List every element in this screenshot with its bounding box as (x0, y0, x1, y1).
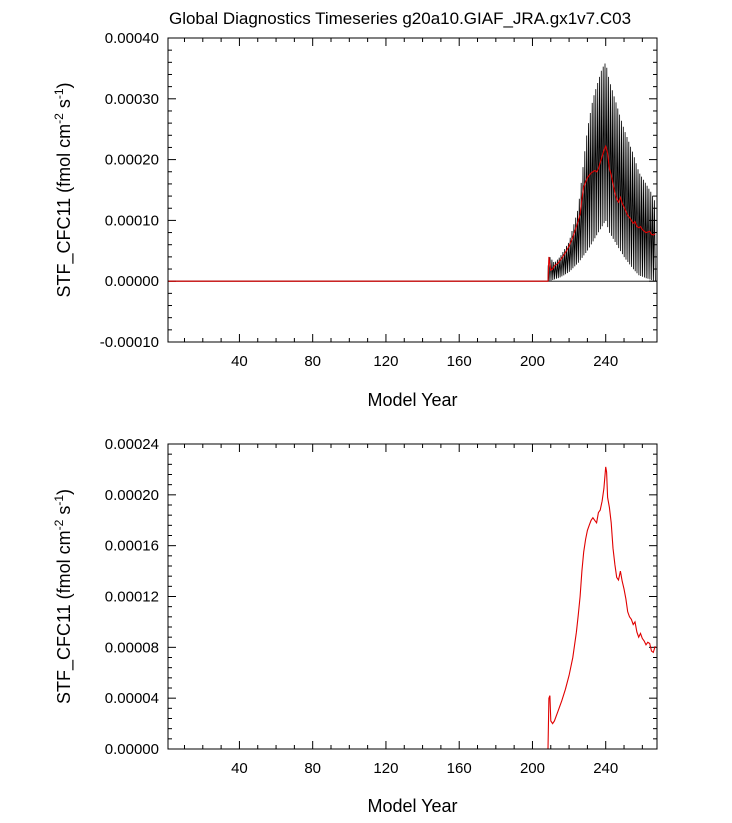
y-tick-label: 0.00012 (105, 589, 159, 606)
y-axis-label-superscript: -2 (52, 519, 66, 530)
plot-frame-overlay (167, 37, 658, 343)
y-tick-label: 0.00030 (105, 91, 159, 108)
y-tick-label: 0.00000 (105, 741, 159, 758)
y-axis-label-superscript: -2 (52, 113, 66, 124)
x-axis-label: Model Year (367, 390, 457, 410)
y-tick-label: 0.00008 (105, 639, 159, 656)
top-panel: 40 80 120 160 200 240 -0.00010 0.00000 0.00010 0.… (52, 30, 658, 410)
y-axis-label-text: s (54, 506, 74, 520)
plot-frame-overlay (167, 443, 658, 750)
y-axis-label-text: STF_CFC11 (fmol cm (54, 530, 75, 704)
y-tick-label: 0.00016 (105, 538, 159, 555)
x-tick-label: 240 (593, 760, 618, 777)
y-axis-label: STF_CFC11 (fmol cm-2 s-1) (52, 82, 75, 297)
y-tick-label: 0.00020 (105, 152, 159, 169)
x-tick-label: 240 (593, 353, 618, 370)
y-axis-label-superscript: -1 (52, 495, 66, 506)
y-axis-label-text: ) (54, 82, 74, 88)
y-tick-label: 0.00010 (105, 212, 159, 229)
y-axis-label-text: s (54, 99, 74, 113)
figure-title: Global Diagnostics Timeseries g20a10.GIA… (169, 9, 631, 28)
x-axis-label: Model Year (367, 796, 457, 816)
x-tick-label: 40 (231, 353, 248, 370)
x-tick-label: 160 (447, 760, 472, 777)
y-axis-label-text: STF_CFC11 (fmol cm (54, 124, 75, 298)
x-tick-label: 40 (231, 760, 248, 777)
series-line-annual-mean (168, 144, 656, 282)
x-tick-label: 80 (304, 353, 321, 370)
x-tick-label: 200 (520, 760, 545, 777)
x-tick-label: 80 (304, 760, 321, 777)
y-tick-label: 0.00040 (105, 30, 159, 47)
y-tick-label: 0.00000 (105, 273, 159, 290)
bottom-panel: 40 80 120 160 200 240 0.00000 0.00004 0.00008 0.0… (52, 436, 658, 816)
y-axis-label-superscript: -1 (52, 88, 66, 99)
y-tick-label: 0.00004 (105, 690, 159, 707)
y-tick-label: 0.00024 (105, 436, 159, 453)
y-axis-label-text: ) (54, 489, 74, 495)
y-tick-label: -0.00010 (100, 334, 159, 351)
series-line-annual-mean (168, 466, 656, 749)
y-tick-label: 0.00020 (105, 487, 159, 504)
y-axis-label: STF_CFC11 (fmol cm-2 s-1) (52, 489, 75, 704)
x-tick-label: 120 (373, 760, 398, 777)
x-tick-label: 160 (447, 353, 472, 370)
x-tick-label: 200 (520, 353, 545, 370)
x-tick-label: 120 (373, 353, 398, 370)
